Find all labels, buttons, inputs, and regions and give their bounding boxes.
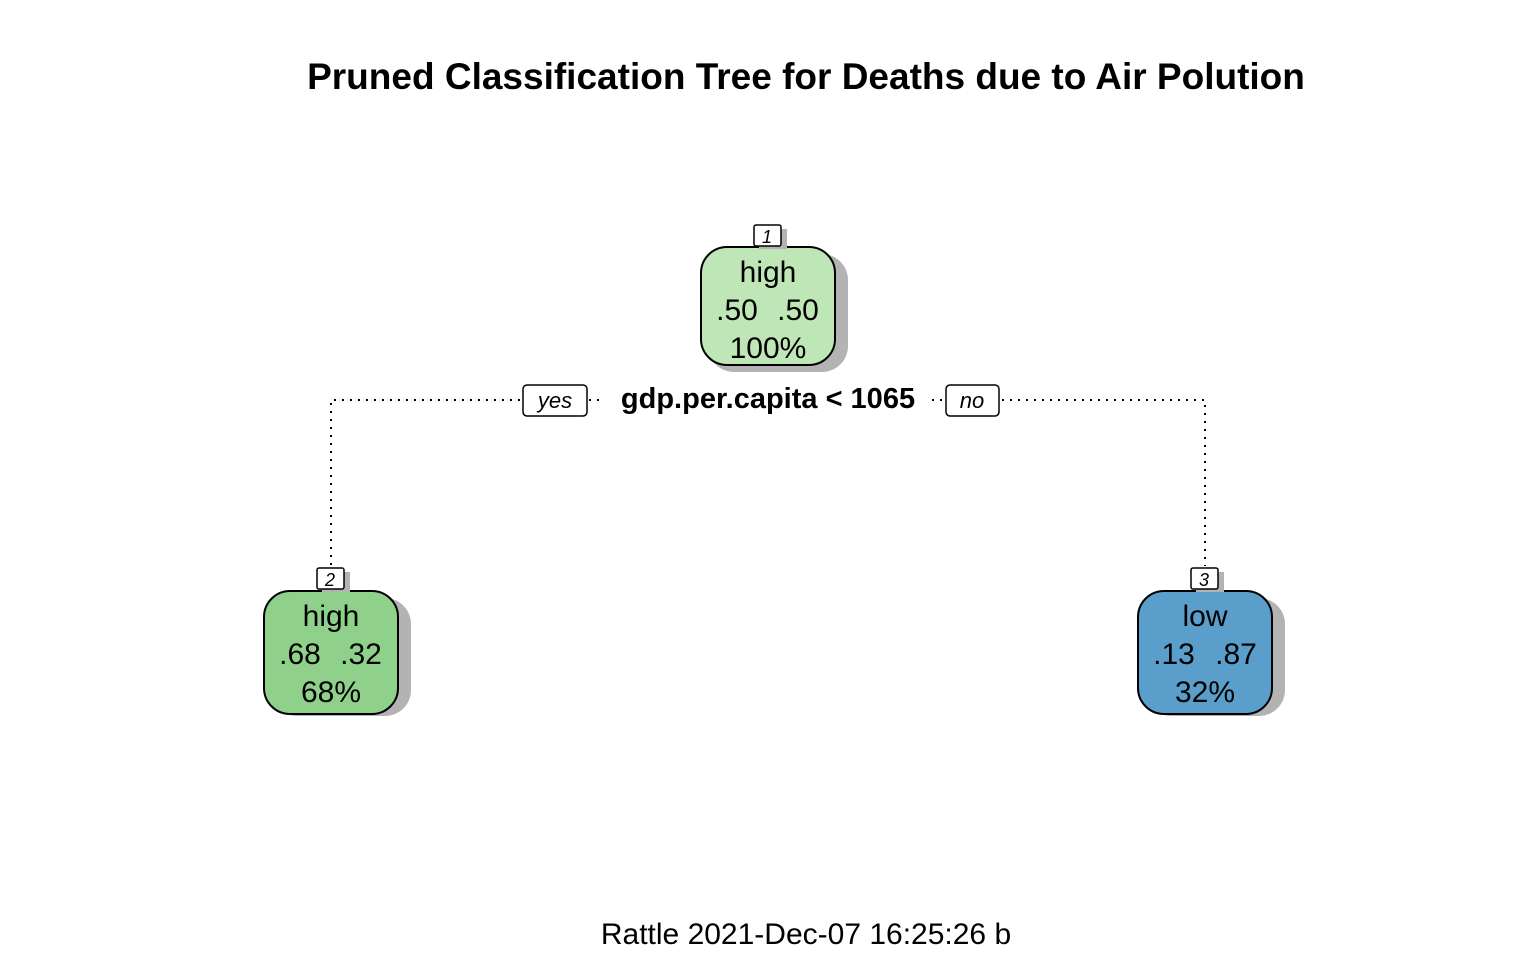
node-3-prob-low: .87 [1215,638,1257,671]
node-1-prob-high: .50 [716,294,758,327]
node-3-percent: 32% [1175,676,1235,709]
edge-no [1002,399,1206,566]
tree-node-2: 2 high .68 .32 68% [263,567,411,716]
footer-caption: Rattle 2021-Dec-07 16:25:26 b [600,918,1012,951]
node-3-prob-high: .13 [1153,638,1195,671]
node-2-percent: 68% [301,676,361,709]
yes-label-box [522,384,588,417]
node-3-id: 3 [1199,570,1209,590]
no-label-box [945,384,1000,417]
no-label: no [960,388,984,413]
tree-node-1: 1 high .50 .50 100% [700,224,848,372]
node-1-id-box [753,224,782,247]
edge-yes [330,399,520,566]
node-3-id-box [1190,567,1219,590]
node-2-prob-low: .32 [340,638,382,671]
split-no-label-group: no [945,384,1000,417]
chart-title: Pruned Classification Tree for Deaths du… [307,56,1305,97]
split-yes-label-group: yes [522,384,588,417]
node-1-prob-low: .50 [777,294,819,327]
node-3-class: low [1182,600,1227,633]
node-1-class: high [740,256,797,289]
node-1-id: 1 [762,227,772,247]
node-1-percent: 100% [730,332,807,365]
node-2-class: high [303,600,360,633]
node-2-id: 2 [324,570,335,590]
node-2-id-box [316,567,345,590]
tree-node-3: 3 low .13 .87 32% [1137,567,1285,716]
node-2-prob-high: .68 [279,638,321,671]
yes-label: yes [536,388,572,413]
split-condition: gdp.per.capita < 1065 [621,383,915,415]
